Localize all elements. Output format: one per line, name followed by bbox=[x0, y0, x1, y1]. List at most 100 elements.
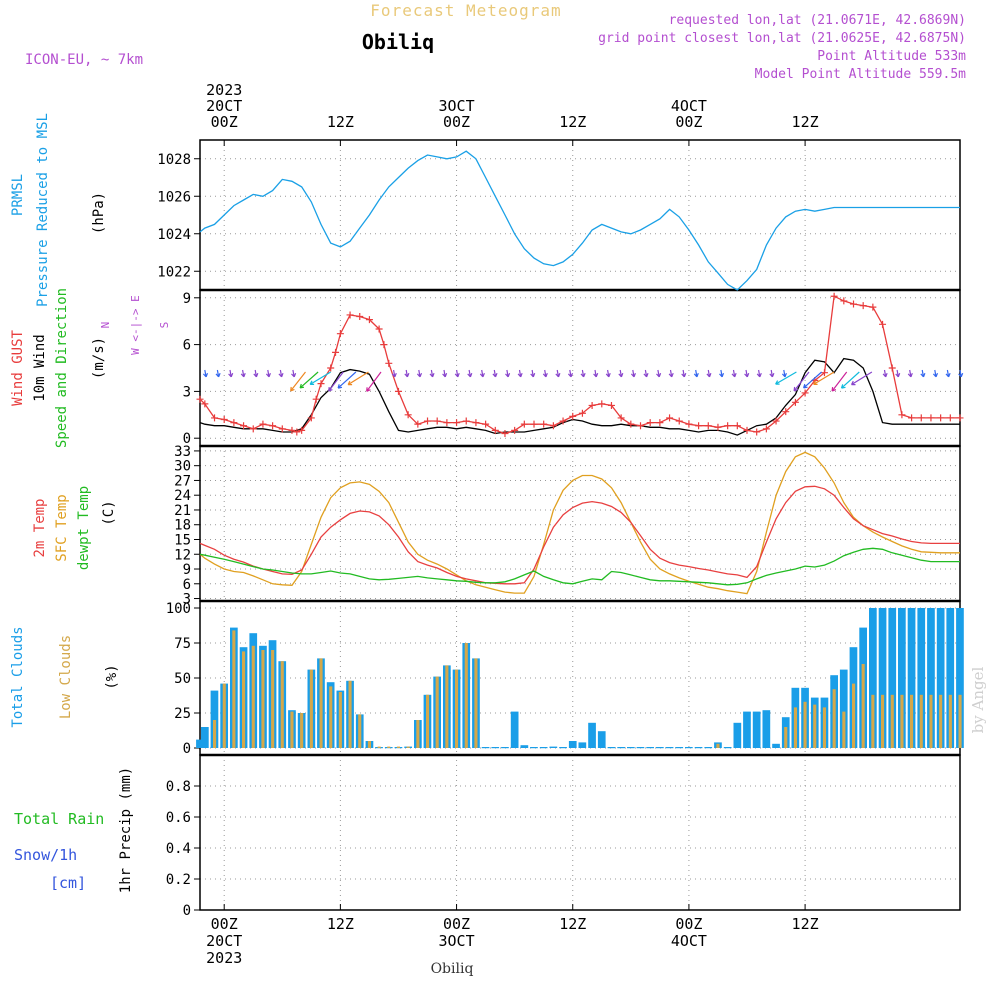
wind-direction-arrow bbox=[404, 369, 410, 378]
bottom-time-label: 00Z bbox=[675, 915, 702, 933]
total-cloud-bar bbox=[568, 741, 577, 748]
wind-direction-arrow bbox=[442, 369, 448, 378]
snow-label: Snow/1h bbox=[14, 846, 77, 864]
gust-marker bbox=[424, 417, 432, 425]
bottom-time-label: 00Z bbox=[443, 915, 470, 933]
y-tick-label: 21 bbox=[174, 503, 191, 519]
bottom-time-label: 12Z bbox=[559, 915, 586, 933]
low-cloud-bar bbox=[290, 711, 294, 748]
total-cloud-bar bbox=[559, 747, 567, 749]
panel-frame bbox=[199, 139, 961, 291]
wind-direction-arrow bbox=[215, 369, 221, 378]
y-tick-label: 0.8 bbox=[166, 779, 191, 795]
panel-5: 0 0.2 0.4 0.6 0.8 bbox=[166, 754, 961, 919]
y-tick-label: 1024 bbox=[157, 227, 191, 243]
low-cloud-bar bbox=[213, 720, 217, 748]
wind-direction-arrow bbox=[781, 369, 787, 378]
wind-direction-arrow bbox=[253, 369, 259, 378]
model-altitude: Model Point Altitude 559.5m bbox=[755, 67, 966, 82]
total-cloud-bar bbox=[501, 747, 509, 749]
total-cloud-bar bbox=[869, 608, 877, 748]
gust-marker bbox=[433, 417, 441, 425]
gust-marker bbox=[501, 430, 509, 438]
total-cloud-bar bbox=[510, 711, 519, 748]
gust-marker bbox=[879, 320, 887, 328]
panel-1: 1022 1024 1026 1028 bbox=[157, 139, 961, 291]
low-cloud-bar bbox=[939, 694, 943, 748]
y-tick-label: 6 bbox=[183, 577, 191, 593]
gust-marker bbox=[491, 426, 499, 434]
gust-marker bbox=[375, 325, 383, 333]
gust-marker bbox=[772, 417, 780, 425]
total-cloud-bar bbox=[936, 608, 945, 748]
gust-marker bbox=[656, 419, 664, 427]
total-cloud-bar bbox=[646, 747, 654, 749]
total-cloud-bar bbox=[201, 727, 209, 748]
wind-direction-arrow bbox=[932, 369, 939, 378]
low-cloud-bar bbox=[261, 650, 265, 748]
gust-marker bbox=[743, 426, 751, 434]
wind-direction-arrow bbox=[391, 369, 397, 378]
gust-marker bbox=[646, 419, 654, 427]
gust-marker bbox=[888, 364, 896, 372]
gust-marker bbox=[259, 420, 267, 428]
sfc-temp-label: SFC Temp bbox=[54, 494, 70, 561]
gust-marker bbox=[898, 411, 906, 419]
wind-label: 10m Wind bbox=[32, 334, 48, 401]
wind-direction-arrow bbox=[479, 369, 485, 378]
gust-marker bbox=[336, 330, 344, 338]
total-cloud-bar bbox=[956, 608, 964, 748]
top-time-label: 12Z bbox=[327, 113, 354, 131]
sfc-temp-line bbox=[199, 451, 960, 595]
top-time-label: 4OCT bbox=[671, 97, 707, 115]
wind-direction-arrow bbox=[719, 369, 725, 378]
y-tick-label: 0.6 bbox=[166, 810, 191, 826]
y-tick-label: 12 bbox=[174, 547, 191, 563]
watermark: by Angel bbox=[969, 666, 987, 733]
low-cloud-bar bbox=[803, 701, 807, 748]
gust-marker bbox=[753, 428, 761, 436]
wind-unit: (m/s) bbox=[91, 337, 107, 379]
wind-direction-arrow bbox=[882, 369, 888, 378]
low-cloud-bar bbox=[251, 645, 255, 748]
total-cloud-bar bbox=[927, 608, 935, 748]
total-cloud-bar bbox=[549, 746, 558, 748]
y-tick-label: 33 bbox=[174, 444, 191, 460]
total-cloud-bar bbox=[917, 608, 926, 748]
bottom-time-label: 12Z bbox=[327, 915, 354, 933]
compass-south: S bbox=[158, 322, 171, 329]
gust-marker bbox=[317, 380, 325, 388]
pressure-line bbox=[199, 150, 960, 291]
wind-direction-arrow bbox=[309, 371, 332, 385]
y-tick-label: 1022 bbox=[157, 264, 191, 280]
gust-marker bbox=[211, 414, 219, 422]
wind-direction-arrow bbox=[366, 371, 382, 392]
top-time-label: 12Z bbox=[792, 113, 819, 131]
top-time-label: 00Z bbox=[211, 113, 238, 131]
wind-direction-arrow bbox=[693, 369, 699, 378]
gust-marker bbox=[356, 313, 364, 321]
plot-panels: 1022102410261028036936912151821242730330… bbox=[157, 81, 964, 967]
y-tick-label: 27 bbox=[174, 473, 191, 489]
wind-direction-label: Speed and Direction bbox=[54, 288, 70, 448]
prmsl-label: PRMSL bbox=[10, 174, 26, 216]
low-cloud-bar bbox=[890, 694, 894, 748]
wind-direction-arrow bbox=[593, 369, 599, 378]
gust-marker bbox=[240, 422, 248, 430]
total-cloud-bar bbox=[617, 747, 625, 749]
low-cloud-bar bbox=[300, 713, 304, 748]
gust-marker bbox=[578, 409, 586, 417]
gust-marker bbox=[840, 297, 848, 305]
total-cloud-bar bbox=[723, 747, 732, 749]
point-altitude: Point Altitude 533m bbox=[817, 49, 966, 64]
gust-marker bbox=[627, 420, 635, 428]
total-cloud-label: Total Clouds bbox=[10, 626, 26, 727]
low-cloud-bar bbox=[280, 661, 284, 748]
wind-direction-arrow bbox=[347, 371, 369, 386]
total-cloud-bar bbox=[636, 747, 645, 749]
gust-marker bbox=[327, 364, 335, 372]
gust-marker bbox=[598, 400, 606, 408]
total-cloud-bar bbox=[694, 747, 703, 749]
